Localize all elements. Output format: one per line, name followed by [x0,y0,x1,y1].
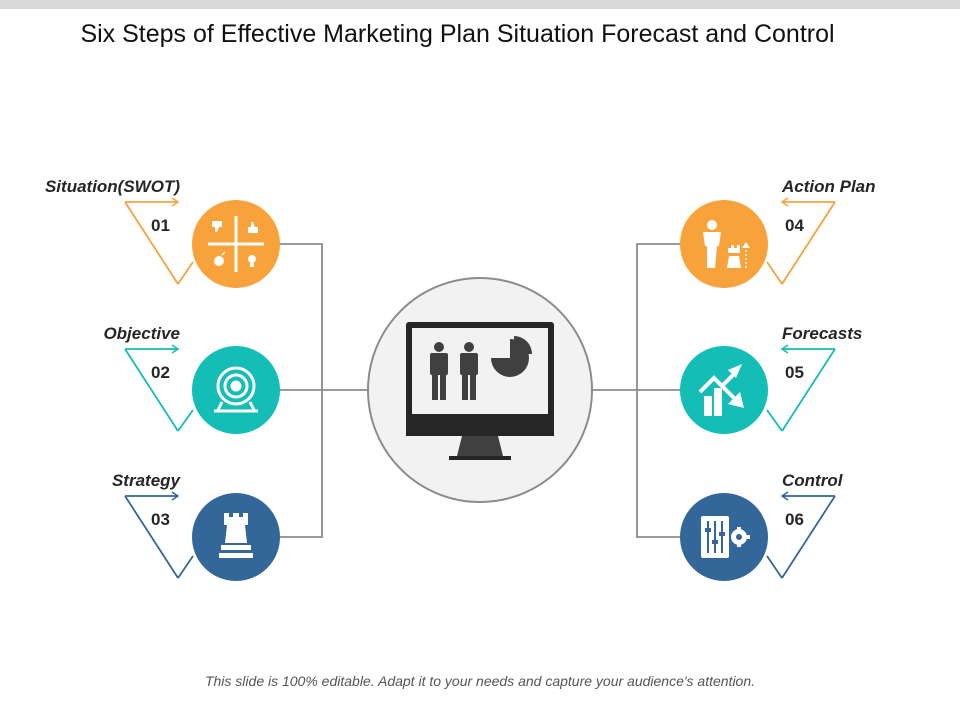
triangle-03 [124,495,194,579]
triangles [124,201,836,579]
growth-chart-icon [698,364,744,416]
step-number-06: 06 [785,510,804,529]
step-label-04: Action Plan [782,177,876,196]
monitor-presentation-icon [406,322,554,460]
step-number-05: 05 [785,363,804,382]
swot-grid-icon [208,216,264,272]
triangle-02 [124,348,194,432]
slide-title: Six Steps of Effective Marketing Plan Si… [80,20,835,48]
step-number-01: 01 [151,216,170,235]
connector-left [278,243,368,538]
triangle-04 [766,201,836,285]
connectors [278,243,682,538]
step-circle-04 [680,200,768,288]
step-number-04: 04 [785,216,804,235]
step-circle-06 [680,493,768,581]
step-circle-01 [192,200,280,288]
step-label-05: Forecasts [782,324,863,343]
footer-note: This slide is 100% editable. Adapt it to… [204,673,756,689]
hub [367,277,593,503]
step-label-02: Objective [103,324,180,343]
top-bar [0,0,960,9]
step-label-03: Strategy [111,471,180,490]
triangle-01 [124,201,194,285]
sliders-gear-icon [701,516,750,558]
step-circle-05 [680,346,768,434]
connector-right [592,243,682,538]
target-icon [214,366,258,413]
step-label-01: Situation(SWOT) [44,177,180,196]
step-circle-03 [192,493,280,581]
triangle-06 [766,495,836,579]
triangle-05 [766,348,836,432]
step-label-06: Control [782,471,843,490]
step-number-03: 03 [151,510,170,529]
chess-rook-icon [219,513,253,558]
presenter-chess-icon [703,220,750,268]
step-number-02: 02 [151,363,170,382]
arrowheads [171,197,789,501]
step-circle-02 [192,346,280,434]
